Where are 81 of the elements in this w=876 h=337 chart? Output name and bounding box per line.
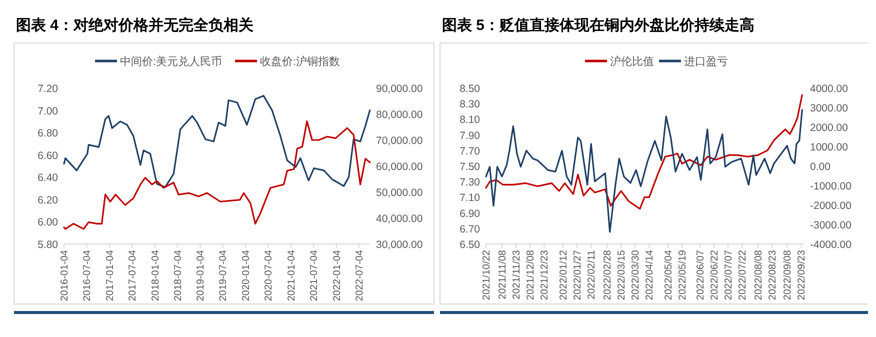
y2-tick-label: 2000.00 bbox=[810, 122, 848, 134]
y2-tick-label: -4000.00 bbox=[810, 239, 852, 251]
y-tick-label: 6.40 bbox=[38, 172, 58, 184]
x-tick-label: 2021/12/08 bbox=[526, 250, 537, 300]
y2-tick-label: -3000.00 bbox=[810, 220, 852, 232]
x-tick-label: 2022/08/23 bbox=[768, 250, 779, 300]
chart-title: 图表 5：贬值直接体现在铜内外盘比价持续走高 bbox=[442, 16, 755, 34]
x-tick-label: 2022/07/22 bbox=[738, 250, 749, 300]
y2-tick-label: 40,000.00 bbox=[376, 213, 423, 225]
x-tick-label: 2022-07-04 bbox=[354, 250, 366, 302]
legend-label: 沪伦比值 bbox=[610, 55, 654, 68]
x-tick-label: 2022/02/28 bbox=[602, 250, 614, 300]
x-tick-label: 2016-07-04 bbox=[82, 250, 94, 302]
x-tick-label: 2017-07-04 bbox=[127, 250, 138, 302]
y-tick-label: 7.00 bbox=[38, 105, 58, 118]
x-tick-label: 2019-07-04 bbox=[218, 250, 230, 302]
x-tick-label: 2021-07-04 bbox=[309, 250, 320, 302]
x-tick-label: 2022/01/12 bbox=[558, 250, 570, 300]
y-tick-label: 7.30 bbox=[460, 176, 480, 189]
y2-tick-label: -2000.00 bbox=[810, 200, 852, 212]
legend-label: 收盘价:沪铜指数 bbox=[260, 55, 340, 68]
x-tick-label: 2022/02/11 bbox=[586, 250, 598, 300]
y-tick-label: 8.30 bbox=[460, 98, 480, 111]
y-tick-label: 7.70 bbox=[460, 145, 480, 158]
x-tick-label: 2022/03/15 bbox=[616, 250, 628, 300]
x-tick-label: 2022/03/30 bbox=[630, 250, 642, 300]
y2-tick-label: 0.00 bbox=[810, 161, 831, 173]
legend-label: 中间价:美元兑人民币 bbox=[120, 55, 222, 68]
x-tick-label: 2021/12/23 bbox=[540, 250, 551, 300]
x-tick-label: 2022/05/19 bbox=[678, 250, 689, 300]
x-tick-label: 2022-01-04 bbox=[332, 250, 343, 302]
x-tick-label: 2022/08/08 bbox=[754, 250, 765, 300]
legend-label: 进口盈亏 bbox=[684, 55, 728, 68]
y-tick-label: 5.80 bbox=[38, 239, 58, 251]
y2-tick-label: 3000.00 bbox=[810, 102, 848, 114]
y-tick-label: 7.10 bbox=[460, 192, 480, 204]
x-tick-label: 2022/06/07 bbox=[695, 250, 706, 300]
line-series bbox=[63, 120, 371, 230]
line-series bbox=[63, 95, 371, 188]
y-tick-label: 6.90 bbox=[460, 208, 480, 220]
y2-tick-label: 90,000.00 bbox=[376, 83, 423, 95]
x-tick-label: 2022/07/07 bbox=[724, 250, 735, 300]
y-tick-label: 8.50 bbox=[460, 83, 480, 95]
line-series bbox=[485, 109, 803, 233]
y-tick-label: 7.50 bbox=[460, 161, 480, 173]
y2-tick-label: 50,000.00 bbox=[376, 187, 423, 199]
x-tick-label: 2016-01-04 bbox=[60, 250, 70, 302]
x-tick-label: 2018-01-04 bbox=[150, 250, 162, 302]
x-tick-label: 2020-07-04 bbox=[264, 250, 275, 302]
x-tick-label: 2022/09/08 bbox=[782, 250, 794, 300]
y-tick-label: 8.10 bbox=[460, 114, 480, 126]
y2-tick-label: 70,000.00 bbox=[376, 135, 423, 147]
x-tick-label: 2021/11/08 bbox=[497, 250, 508, 300]
x-tick-label: 2021/11/23 bbox=[512, 250, 523, 300]
y-tick-label: 6.20 bbox=[38, 194, 58, 206]
y2-tick-label: 4000.00 bbox=[810, 83, 848, 95]
x-tick-label: 2018-07-04 bbox=[172, 250, 184, 302]
x-tick-label: 2017-01-04 bbox=[104, 250, 116, 302]
y-tick-label: 7.90 bbox=[460, 130, 480, 142]
x-tick-label: 2022/09/23 bbox=[796, 250, 808, 300]
x-tick-label: 2019-01-04 bbox=[196, 250, 207, 302]
y2-tick-label: -1000.00 bbox=[810, 180, 852, 192]
y-tick-label: 6.60 bbox=[38, 150, 58, 162]
x-tick-label: 2022/05/04 bbox=[663, 250, 674, 300]
y-tick-label: 6.50 bbox=[460, 239, 480, 251]
x-tick-label: 2020-01-04 bbox=[241, 250, 252, 302]
y-tick-label: 7.20 bbox=[38, 83, 58, 95]
x-tick-label: 2022/04/14 bbox=[644, 250, 656, 300]
y-tick-label: 6.00 bbox=[38, 216, 58, 229]
y-tick-label: 6.80 bbox=[38, 128, 58, 140]
x-tick-label: 2022/06/22 bbox=[709, 250, 720, 300]
y2-tick-label: 1000.00 bbox=[810, 142, 848, 154]
y2-tick-label: 60,000.00 bbox=[376, 161, 423, 173]
chart-title: 图表 4：对绝对价格并无完全负相关 bbox=[16, 16, 254, 34]
y2-tick-label: 30,000.00 bbox=[376, 239, 423, 251]
line-series bbox=[485, 94, 803, 210]
x-tick-label: 2021/10/22 bbox=[482, 250, 492, 300]
x-tick-label: 2022/01/27 bbox=[572, 250, 584, 300]
y2-tick-label: 80,000.00 bbox=[376, 109, 423, 121]
y-tick-label: 6.70 bbox=[460, 223, 480, 236]
x-tick-label: 2021-01-04 bbox=[286, 250, 298, 302]
